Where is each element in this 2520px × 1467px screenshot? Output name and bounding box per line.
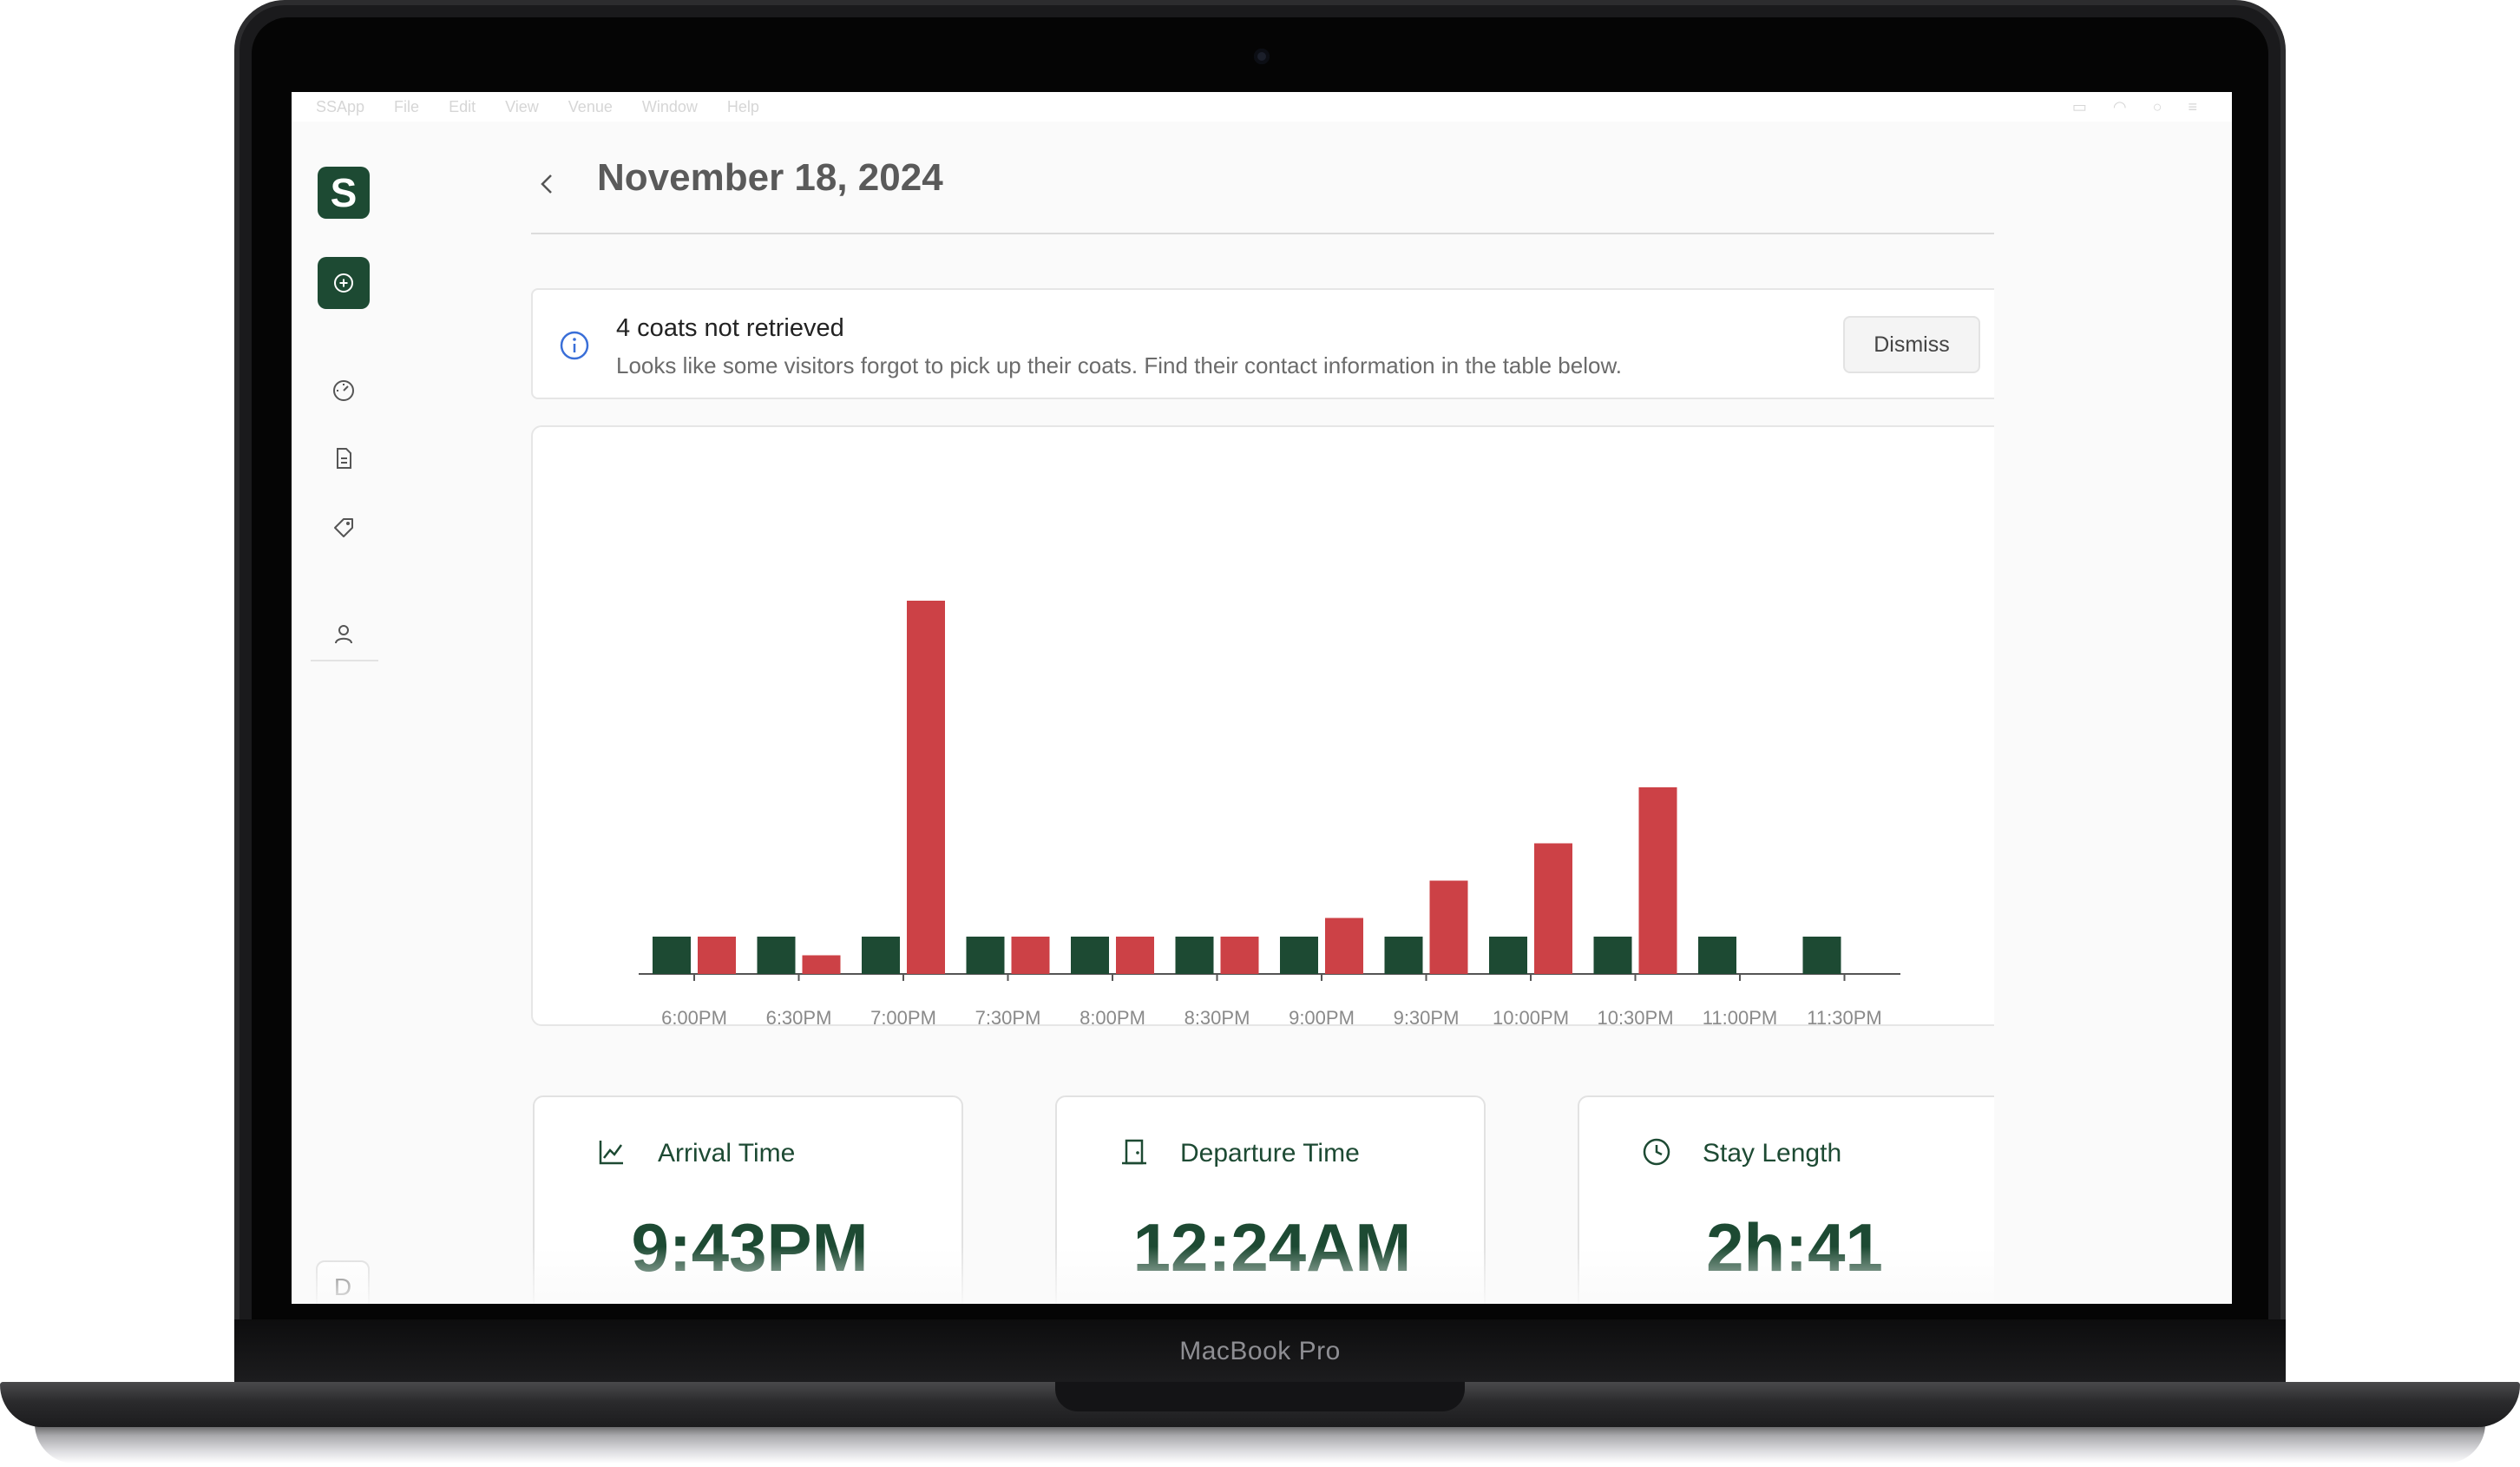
stat-value: 12:24AM [1132,1209,1412,1286]
bar-series-1-9[interactable] [1638,787,1677,974]
bar-series-1-1[interactable] [802,955,841,975]
x-tick-label: 8:00PM [1080,1007,1145,1028]
bar-series-0-9[interactable] [1593,937,1632,974]
dismiss-button[interactable]: Dismiss [1843,316,1980,373]
arrivals-departures-chart: 6:00PM 6:30PM 7:00PM 7:30PM 8:00PM 8:30PM 9:00… [531,425,2006,1028]
bar-series-0-10[interactable] [1698,937,1736,974]
tag-icon [334,518,353,537]
x-tick-label: 11:00PM [1703,1007,1777,1028]
menu-item-edit[interactable]: Edit [449,97,476,115]
stat-label: Stay Length [1703,1139,1842,1168]
info-icon [560,331,589,360]
wifi-icon: ◠ [2112,97,2127,115]
stat-label: Arrival Time [658,1139,796,1168]
menu-bar: SSApp File Edit View Venue Window Help ▭… [292,92,2232,122]
user-icon [335,625,352,644]
door-icon [1122,1139,1146,1165]
sidebar-item-dashboard[interactable] [331,378,356,403]
x-tick-label: 7:30PM [975,1007,1041,1028]
x-tick-label: 9:30PM [1394,1007,1460,1028]
camera [1254,49,1270,64]
menu-item-help[interactable]: Help [726,97,759,115]
alert-title: 4 coats not retrieved [616,314,844,342]
x-tick-label: 10:00PM [1493,1007,1569,1028]
bar-series-1-5[interactable] [1220,937,1259,974]
bar-series-0-6[interactable] [1280,937,1318,974]
title-divider [531,233,1994,234]
bar-series-0-3[interactable] [966,937,1005,974]
menu-item-view[interactable]: View [505,97,539,115]
bar-chart: 6:00PM 6:30PM 7:00PM 7:30PM 8:00PM 8:30PM 9:00… [639,601,1900,1028]
bar-series-0-8[interactable] [1489,937,1527,974]
alert-message: Looks like some visitors forgot to pick … [616,352,1623,378]
document-icon [337,448,351,469]
menu-item-venue[interactable]: Venue [568,97,613,115]
bar-series-0-11[interactable] [1802,937,1841,974]
new-button[interactable] [318,257,370,309]
x-tick-label: 6:00PM [661,1007,727,1028]
device-label: MacBook Pro [1179,1337,1341,1365]
content-clip [1994,266,2232,1304]
menu-bar-status: ▭ ◠ ○ ≡ [2072,98,2197,116]
app-logo[interactable]: S [318,167,370,219]
stat-value: 9:43PM [631,1209,869,1286]
bar-series-1-6[interactable] [1325,918,1363,975]
bar-series-0-2[interactable] [862,937,900,974]
sidebar-item-tags[interactable] [331,516,356,540]
bar-series-1-4[interactable] [1116,937,1154,974]
battery-icon: ▭ [2071,97,2087,115]
x-tick-label: 10:30PM [1597,1007,1673,1028]
control-center-icon: ≡ [2188,97,2197,115]
bar-series-1-0[interactable] [698,937,736,974]
stat-value: 2h:41 [1706,1209,1883,1286]
x-tick-label: 6:30PM [766,1007,832,1028]
app-screen: SSApp File Edit View Venue Window Help ▭… [292,92,2232,1304]
sidebar-divider [311,660,378,661]
sidebar-item-reports[interactable] [331,446,356,470]
menu-item-app[interactable]: SSApp [316,97,365,115]
search-icon: ○ [2152,97,2162,115]
bar-series-0-5[interactable] [1175,937,1214,974]
page-title: November 18, 2024 [597,156,943,199]
bar-series-0-7[interactable] [1384,937,1423,974]
plus-circle-icon [334,273,353,293]
laptop-chin [234,1319,2286,1385]
sidebar-item-account[interactable] [331,622,356,646]
menu-item-file[interactable]: File [394,97,420,115]
x-tick-label: 9:00PM [1289,1007,1355,1028]
user-avatar[interactable]: D [316,1260,370,1304]
back-button[interactable] [531,160,562,208]
menu-item-window[interactable]: Window [641,97,698,115]
x-tick-label: 8:30PM [1185,1007,1250,1028]
bar-series-0-0[interactable] [653,937,691,974]
chevron-left-icon [541,174,552,194]
stat-card-departure: Departure Time 12:24AM [1055,1095,1486,1304]
sidebar: S [292,122,397,1304]
stat-label: Departure Time [1180,1139,1360,1168]
bar-series-1-7[interactable] [1429,880,1468,975]
bar-series-0-4[interactable] [1071,937,1109,974]
laptop-base-notch [1055,1382,1465,1411]
stat-card-arrival: Arrival Time 9:43PM [533,1095,963,1304]
laptop-base-edge [35,1424,2485,1464]
alert-banner: 4 coats not retrieved Looks like some vi… [531,288,2006,399]
bar-series-1-3[interactable] [1011,937,1050,974]
clock-icon [1643,1138,1670,1166]
x-tick-label: 7:00PM [870,1007,936,1028]
stat-card-stay-length: Stay Length 2h:41 [1578,1095,2008,1304]
bar-series-1-8[interactable] [1534,843,1572,975]
x-tick-label: 11:30PM [1807,1007,1881,1028]
line-chart-icon [599,1141,623,1165]
gauge-icon [333,380,354,401]
bar-series-0-1[interactable] [757,937,796,974]
bar-series-1-2[interactable] [907,601,945,974]
